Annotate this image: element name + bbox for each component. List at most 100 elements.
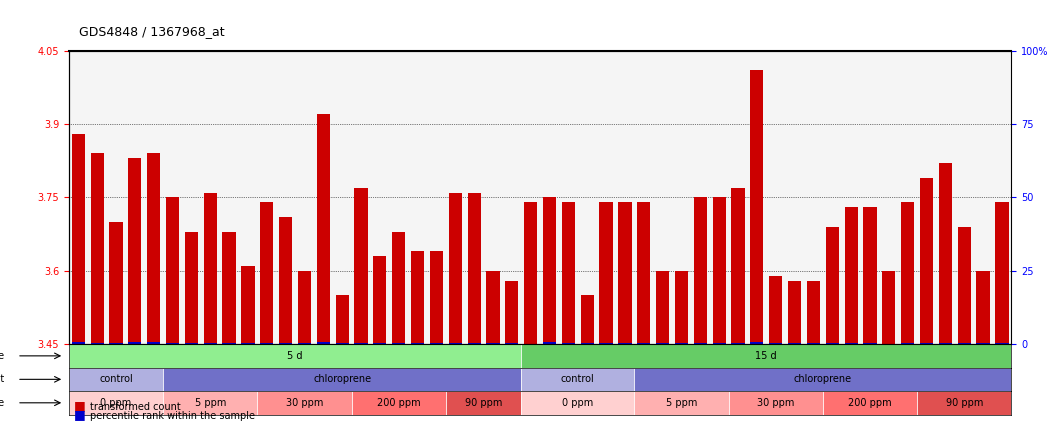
- Bar: [336, 343, 348, 344]
- Bar: [732, 343, 744, 344]
- Bar: [807, 343, 820, 344]
- Text: 5 ppm: 5 ppm: [666, 398, 697, 408]
- Bar: [901, 202, 914, 344]
- Bar: [694, 343, 707, 344]
- Text: control: control: [561, 374, 595, 385]
- Bar: [580, 343, 594, 344]
- Text: 5 ppm: 5 ppm: [195, 398, 226, 408]
- Bar: [90, 154, 104, 344]
- Bar: [449, 192, 462, 344]
- Bar: [298, 271, 311, 344]
- Bar: [938, 343, 952, 344]
- Text: 90 ppm: 90 ppm: [946, 398, 983, 408]
- Bar: [863, 207, 877, 344]
- Bar: [69, 368, 163, 391]
- Bar: [634, 368, 1011, 391]
- Bar: [788, 343, 802, 344]
- Bar: [241, 266, 254, 344]
- Text: chloroprene: chloroprene: [794, 374, 851, 385]
- Bar: [163, 391, 257, 415]
- Bar: [373, 343, 387, 344]
- Bar: [69, 391, 163, 415]
- Bar: [257, 391, 352, 415]
- Bar: [844, 343, 858, 344]
- Bar: [694, 198, 707, 344]
- Bar: [713, 343, 725, 344]
- Bar: [769, 276, 783, 344]
- Text: GDS4848 / 1367968_at: GDS4848 / 1367968_at: [79, 25, 226, 38]
- Bar: [823, 391, 917, 415]
- Bar: [109, 343, 123, 344]
- Bar: [826, 227, 839, 344]
- Bar: [957, 343, 971, 344]
- Bar: [411, 251, 425, 344]
- Bar: [844, 207, 858, 344]
- Bar: [72, 342, 85, 344]
- Bar: [920, 343, 933, 344]
- Bar: [917, 391, 1011, 415]
- Text: 200 ppm: 200 ppm: [848, 398, 892, 408]
- Text: dose: dose: [0, 398, 4, 408]
- Bar: [675, 343, 688, 344]
- Bar: [317, 114, 330, 344]
- Bar: [261, 343, 273, 344]
- Bar: [69, 344, 521, 368]
- Text: 200 ppm: 200 ppm: [377, 398, 420, 408]
- Bar: [769, 343, 783, 344]
- Bar: [336, 295, 348, 344]
- Bar: [109, 222, 123, 344]
- Bar: [467, 192, 481, 344]
- Bar: [561, 202, 575, 344]
- Text: 0 ppm: 0 ppm: [562, 398, 593, 408]
- Bar: [543, 198, 556, 344]
- Bar: [222, 232, 236, 344]
- Bar: [298, 343, 311, 344]
- Bar: [995, 202, 1008, 344]
- Bar: [807, 280, 820, 344]
- Text: ■: ■: [74, 399, 86, 412]
- Bar: [521, 368, 634, 391]
- Bar: [261, 202, 273, 344]
- Bar: [128, 158, 142, 344]
- Bar: [355, 343, 367, 344]
- Bar: [863, 343, 877, 344]
- Text: percentile rank within the sample: percentile rank within the sample: [90, 411, 255, 421]
- Bar: [882, 271, 896, 344]
- Bar: [618, 343, 631, 344]
- Text: 90 ppm: 90 ppm: [465, 398, 502, 408]
- Bar: [430, 251, 443, 344]
- Bar: [788, 280, 802, 344]
- Bar: [486, 343, 500, 344]
- Bar: [750, 70, 764, 344]
- Bar: [580, 295, 594, 344]
- Bar: [184, 232, 198, 344]
- Bar: [317, 342, 330, 344]
- Bar: [203, 192, 217, 344]
- Bar: [638, 343, 650, 344]
- Bar: [938, 163, 952, 344]
- Bar: [732, 188, 744, 344]
- Bar: [147, 342, 160, 344]
- Bar: [392, 232, 406, 344]
- Bar: [561, 343, 575, 344]
- Text: 30 ppm: 30 ppm: [757, 398, 794, 408]
- Bar: [976, 343, 990, 344]
- Bar: [675, 271, 688, 344]
- Bar: [411, 343, 425, 344]
- Bar: [957, 227, 971, 344]
- Text: transformed count: transformed count: [90, 402, 181, 412]
- Bar: [446, 391, 521, 415]
- Bar: [599, 343, 613, 344]
- Bar: [505, 343, 519, 344]
- Bar: [618, 202, 631, 344]
- Text: 0 ppm: 0 ppm: [101, 398, 131, 408]
- Bar: [72, 134, 85, 344]
- Bar: [203, 343, 217, 344]
- Bar: [241, 343, 254, 344]
- Bar: [279, 343, 292, 344]
- Bar: [524, 202, 537, 344]
- Bar: [634, 391, 729, 415]
- Bar: [352, 391, 446, 415]
- Bar: [166, 343, 179, 344]
- Bar: [505, 280, 519, 344]
